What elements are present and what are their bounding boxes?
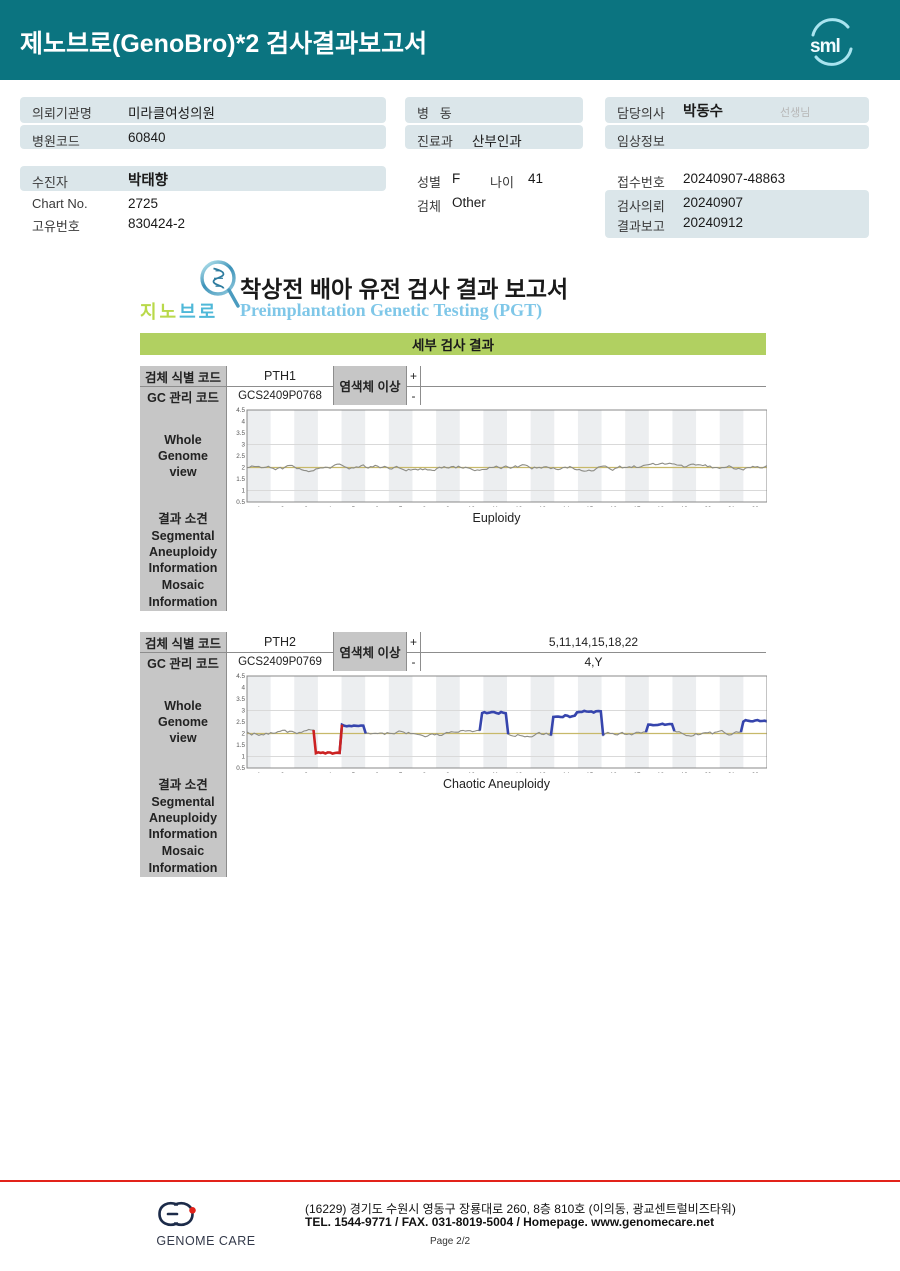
svg-text:2.5: 2.5: [236, 719, 245, 726]
svg-text:1: 1: [241, 754, 245, 761]
svg-text:3.5: 3.5: [236, 696, 245, 703]
svg-text:sml: sml: [810, 36, 840, 57]
svg-text:3.5: 3.5: [236, 430, 245, 437]
svg-text:0.5: 0.5: [236, 765, 245, 772]
svg-text:1: 1: [241, 488, 245, 495]
svg-text:4.5: 4.5: [236, 407, 245, 414]
svg-text:2: 2: [241, 465, 245, 472]
svg-text:2.5: 2.5: [236, 453, 245, 460]
svg-text:3: 3: [241, 708, 245, 715]
svg-text:4: 4: [241, 419, 245, 426]
svg-text:1.5: 1.5: [236, 742, 245, 749]
svg-text:2: 2: [241, 731, 245, 738]
svg-text:4.5: 4.5: [236, 673, 245, 680]
svg-text:3: 3: [241, 442, 245, 449]
svg-text:4: 4: [241, 685, 245, 692]
svg-text:0.5: 0.5: [236, 499, 245, 506]
svg-text:1.5: 1.5: [236, 476, 245, 483]
